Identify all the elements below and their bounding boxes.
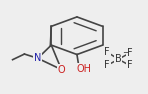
- Text: B: B: [115, 54, 122, 64]
- Text: −: −: [122, 48, 128, 57]
- Text: F: F: [127, 48, 132, 58]
- Text: F: F: [104, 60, 110, 70]
- Text: OH: OH: [76, 64, 91, 74]
- Text: F: F: [127, 60, 132, 70]
- Text: N: N: [34, 53, 41, 63]
- Text: O: O: [58, 65, 65, 75]
- Text: F: F: [104, 47, 110, 57]
